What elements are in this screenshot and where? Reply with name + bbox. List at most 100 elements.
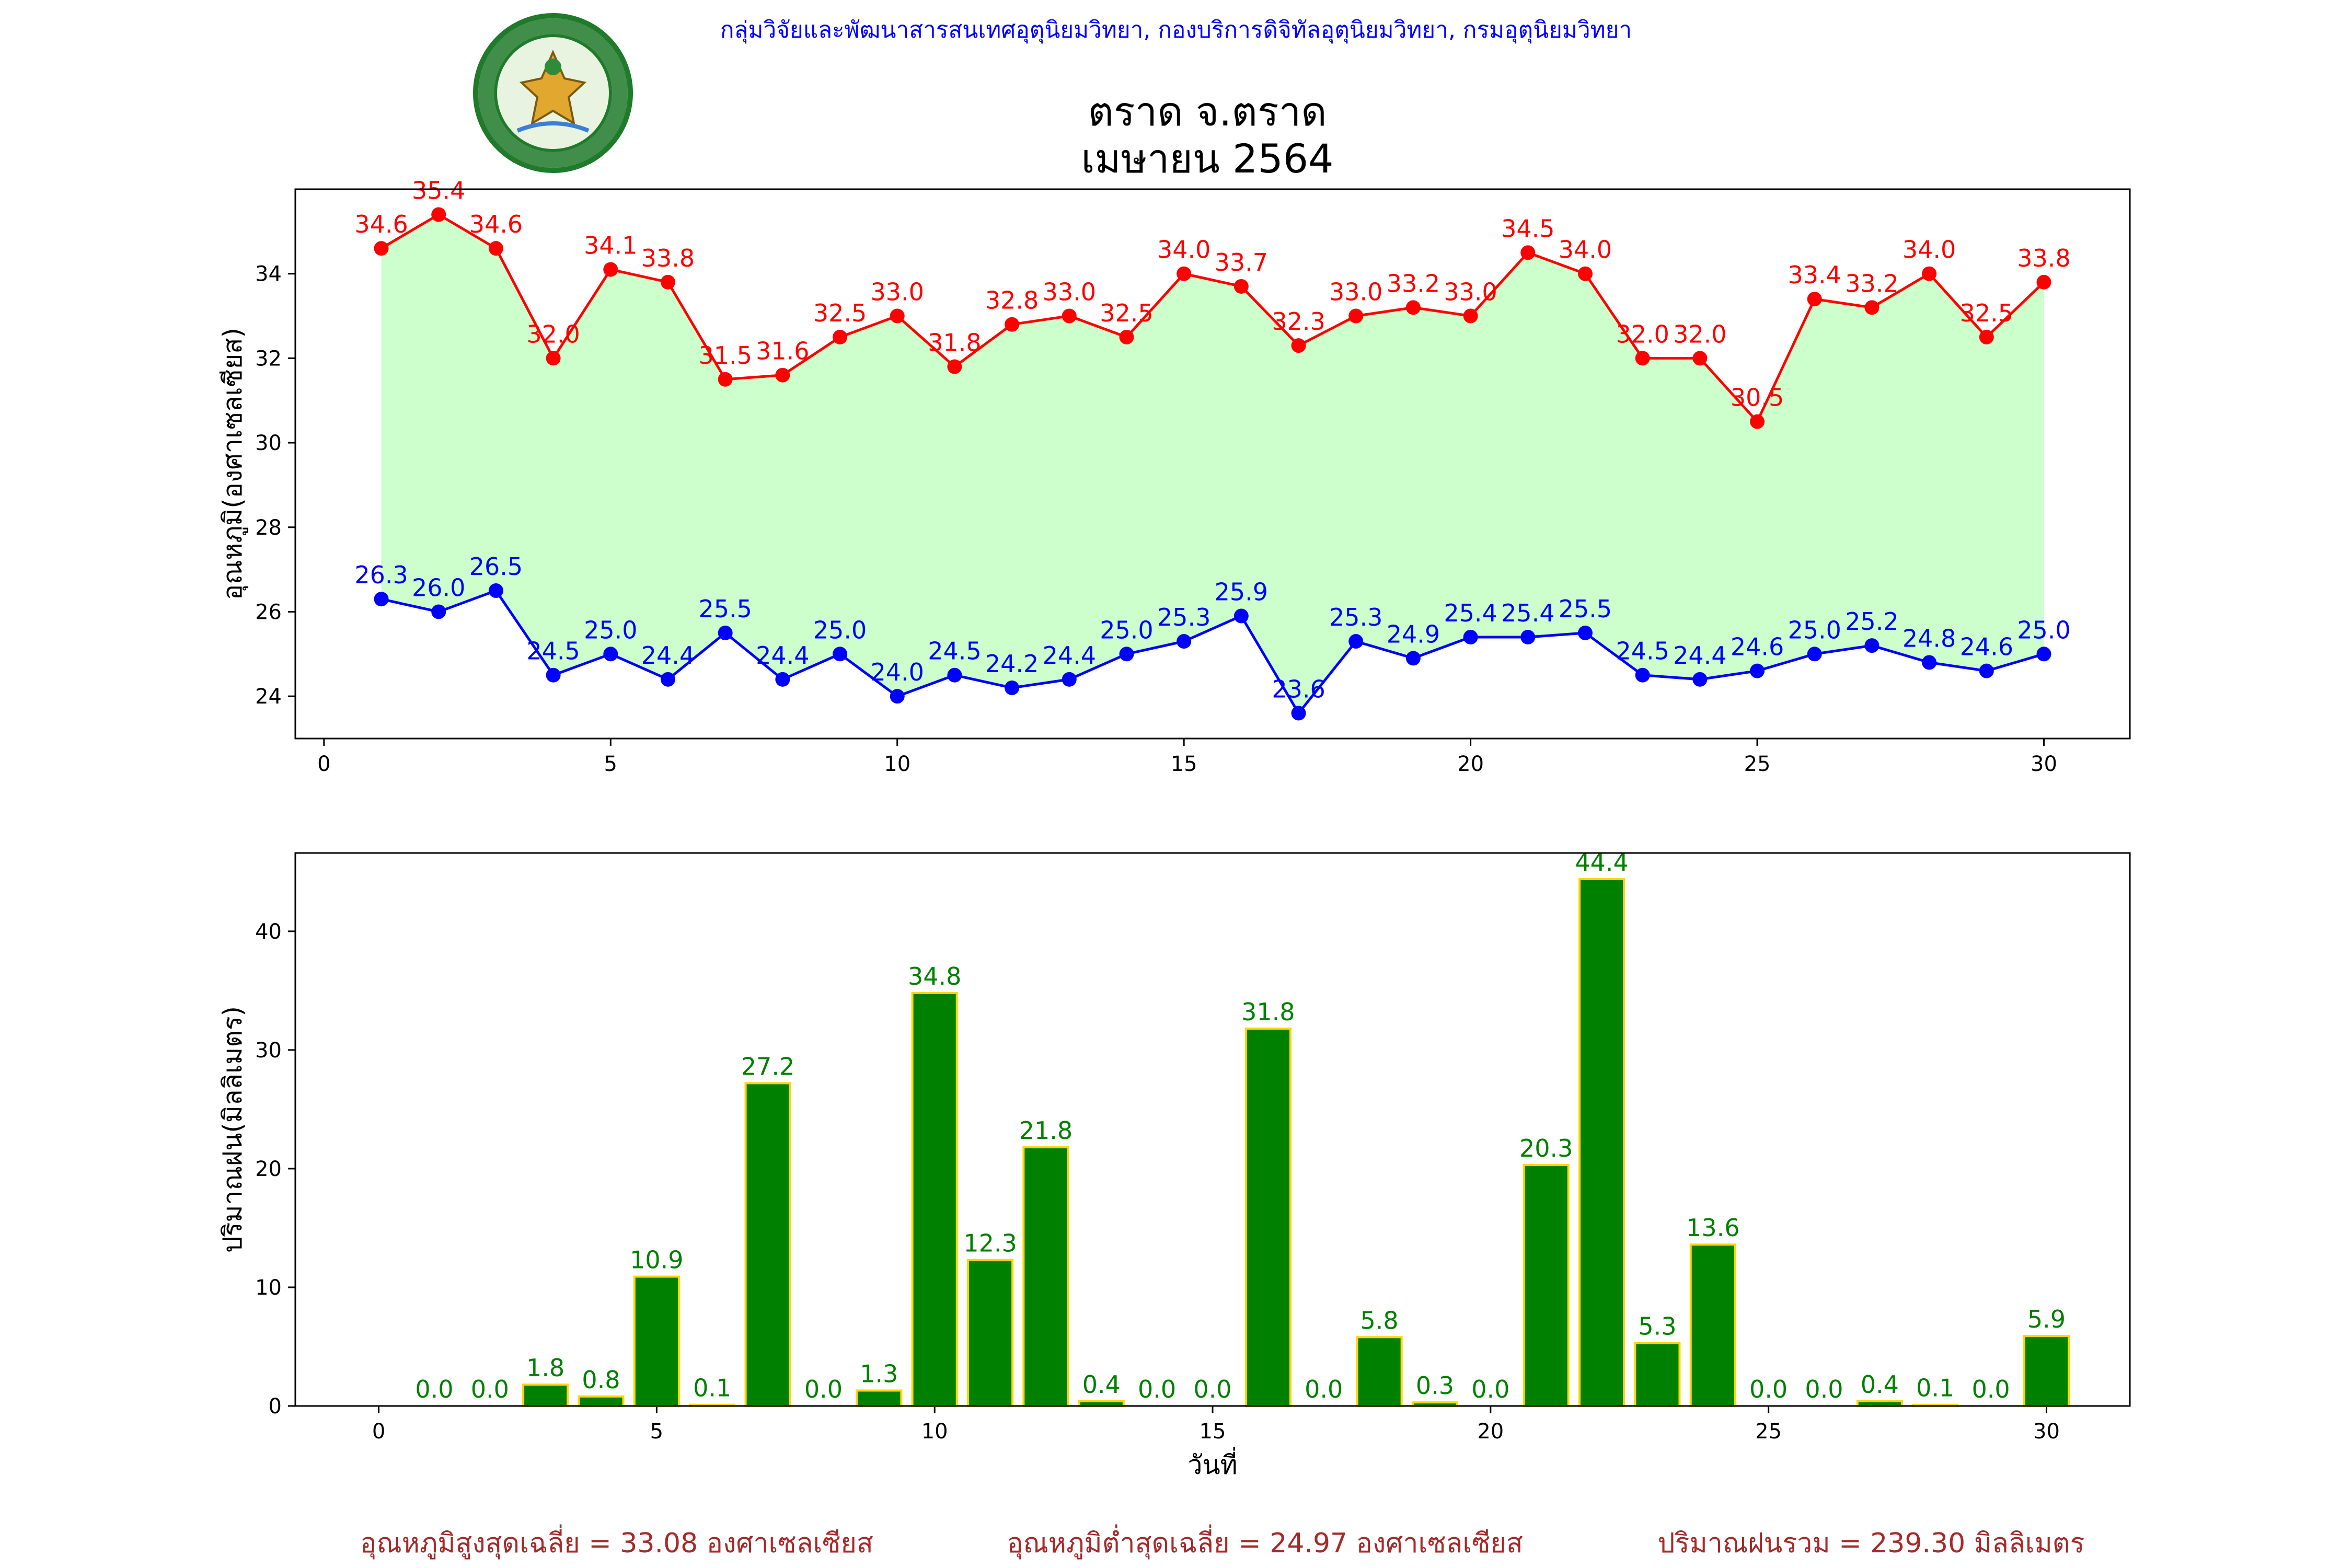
max-temperature-label: 34.0 bbox=[1559, 236, 1612, 264]
min-temperature-point bbox=[2036, 647, 2051, 662]
max-temperature-label: 34.6 bbox=[354, 210, 408, 238]
max-temperature-point bbox=[1864, 300, 1880, 315]
max-temperature-label: 33.2 bbox=[1845, 269, 1898, 297]
temperature-y-tick-label: 30 bbox=[255, 431, 282, 455]
min-temperature-label: 25.4 bbox=[1444, 599, 1497, 627]
temperature-x-tick-label: 25 bbox=[1744, 752, 1771, 776]
min-temperature-point bbox=[1062, 672, 1077, 687]
temperature-data-labels: 34.635.434.632.034.1 33.831.5 31.632.533.0… bbox=[354, 177, 2070, 704]
rainfall-y-tick-label: 0 bbox=[269, 1394, 282, 1419]
temperature-x-tick-label: 20 bbox=[1457, 752, 1484, 776]
max-temperature-label: 34.0 bbox=[1157, 236, 1210, 264]
temperature-points bbox=[374, 207, 2051, 721]
temperature-x-tick-label: 10 bbox=[884, 752, 910, 776]
rainfall-bar-label: 20.3 bbox=[1519, 1134, 1573, 1162]
max-temperature-label: 34.6 bbox=[469, 210, 523, 238]
rainfall-bar-label: 0.4 bbox=[1082, 1370, 1121, 1399]
rainfall-bar-label: 31.8 bbox=[1241, 998, 1295, 1026]
min-temperature-point bbox=[1864, 638, 1880, 653]
temperature-axis-ticks: 0 5 10 15 20 25 30 24 26 28 30 32 34 bbox=[255, 262, 2057, 776]
rainfall-bar-label: 0.4 bbox=[1861, 1370, 1899, 1399]
logo-cloud-wave bbox=[516, 121, 590, 133]
rainfall-bar-label: 0.0 bbox=[1193, 1375, 1231, 1403]
max-temperature-point bbox=[1692, 351, 1708, 366]
max-temperature-point bbox=[374, 241, 389, 256]
max-temperature-point bbox=[1177, 266, 1192, 281]
max-temperature-point bbox=[431, 207, 446, 222]
min-temperature-point bbox=[775, 672, 790, 687]
rainfall-y-tick-label: 30 bbox=[255, 1039, 282, 1063]
total-rainfall: ปริมาณฝนรวม = 239.30 มิลลิเมตร bbox=[1658, 1528, 2085, 1559]
min-temperature-label: 25.3 bbox=[1329, 603, 1382, 631]
rainfall-bar-label: 21.8 bbox=[1019, 1116, 1073, 1145]
max-temperature-point bbox=[1807, 292, 1822, 307]
chart-title-station: ตราด จ.ตราด bbox=[1088, 88, 1327, 135]
rainfall-y-tick-label: 20 bbox=[255, 1157, 282, 1181]
min-temperature-point bbox=[1177, 634, 1192, 649]
max-temperature-label: 32.0 bbox=[1616, 320, 1669, 348]
rainfall-bar bbox=[1523, 1164, 1570, 1407]
min-temperature-label: 24.4 bbox=[1673, 641, 1726, 670]
rainfall-bar bbox=[1356, 1336, 1403, 1408]
min-temperature-point bbox=[603, 647, 618, 662]
max-temperature-point bbox=[718, 372, 733, 387]
min-temperature-point bbox=[488, 583, 503, 598]
rainfall-bar bbox=[633, 1275, 680, 1407]
rainfall-bar-label: 12.3 bbox=[963, 1229, 1017, 1258]
min-temperature-point bbox=[1922, 655, 1937, 670]
rainfall-bar-label: 0.8 bbox=[582, 1366, 620, 1394]
rainfall-bar bbox=[1634, 1342, 1681, 1407]
rainfall-bar bbox=[578, 1395, 625, 1408]
rainfall-x-tick-label: 0 bbox=[372, 1420, 385, 1444]
min-temperature-point bbox=[1635, 667, 1650, 683]
rainfall-bar-label: 0.0 bbox=[1749, 1375, 1788, 1403]
max-temperature-label: 31.5 bbox=[698, 341, 752, 370]
rainfall-bar-label: 0.3 bbox=[1416, 1371, 1454, 1400]
min-temperature-label: 25.5 bbox=[698, 595, 752, 623]
rainfall-bar bbox=[967, 1259, 1014, 1407]
max-temperature-point bbox=[1119, 329, 1134, 344]
max-temperature-point bbox=[1520, 245, 1536, 260]
rainfall-bar-label: 13.6 bbox=[1686, 1214, 1739, 1242]
rainfall-x-tick-label: 20 bbox=[1477, 1420, 1504, 1444]
temperature-plot-frame bbox=[294, 188, 2131, 740]
max-temperature-point bbox=[546, 351, 561, 366]
min-temperature-label: 24.4 bbox=[756, 641, 809, 670]
max-temperature-label: 35.4 bbox=[412, 177, 465, 205]
rainfall-bar bbox=[911, 991, 958, 1408]
max-temperature-label: 33.0 bbox=[1329, 278, 1382, 306]
rainfall-x-tick-label: 30 bbox=[2033, 1420, 2060, 1444]
rainfall-bar-label: 1.3 bbox=[860, 1359, 898, 1388]
max-temperature-label: 32.5 bbox=[813, 299, 867, 327]
max-temperature-point bbox=[1979, 329, 1994, 344]
max-temperature-label: 32.5 bbox=[1960, 299, 2013, 327]
logo-head bbox=[545, 59, 561, 75]
rainfall-bars bbox=[522, 878, 2070, 1408]
min-temperature-point bbox=[1520, 629, 1536, 644]
temperature-chart: 0 5 10 15 20 25 30 24 26 28 30 32 34 34.635.434.6 32.… bbox=[217, 177, 2131, 776]
rainfall-bar bbox=[2023, 1335, 2070, 1407]
max-temperature-label: 34.1 bbox=[584, 232, 637, 260]
rainfall-bar bbox=[1689, 1243, 1736, 1408]
min-temperature-point bbox=[1463, 629, 1478, 644]
min-temperature-label: 24.5 bbox=[1616, 637, 1669, 665]
max-temperature-point bbox=[1348, 308, 1364, 324]
max-temperature-label: 32.8 bbox=[985, 286, 1039, 315]
min-temperature-point bbox=[947, 667, 962, 683]
max-temperature-label: 32.0 bbox=[526, 320, 580, 348]
max-temperature-label: 33.7 bbox=[1215, 248, 1268, 276]
temperature-y-tick-label: 24 bbox=[255, 685, 282, 709]
rainfall-x-tick-label: 5 bbox=[650, 1420, 663, 1444]
temperature-y-tick-label: 34 bbox=[255, 262, 282, 286]
max-temperature-label: 32.0 bbox=[1673, 320, 1726, 348]
max-temperature-point bbox=[775, 367, 790, 383]
min-temperature-point bbox=[718, 625, 733, 640]
temperature-lines bbox=[381, 213, 2045, 716]
logo-deity-figure bbox=[519, 50, 587, 126]
max-temperature-line bbox=[381, 213, 2045, 424]
rainfall-bar-label: 0.0 bbox=[804, 1375, 843, 1403]
rainfall-bar bbox=[744, 1082, 791, 1407]
temperature-y-axis-label: อุณหภูมิ(องศาเซลเซียส) bbox=[217, 328, 248, 600]
rainfall-bar bbox=[1022, 1146, 1069, 1408]
